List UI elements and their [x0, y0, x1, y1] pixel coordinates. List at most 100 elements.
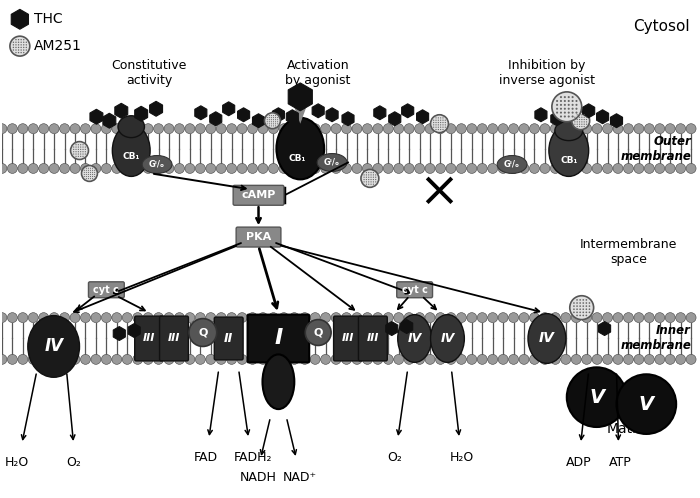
Circle shape [435, 120, 437, 121]
Circle shape [331, 163, 341, 173]
Circle shape [529, 355, 540, 365]
Circle shape [15, 47, 17, 48]
Circle shape [373, 177, 374, 178]
Circle shape [248, 163, 258, 173]
Circle shape [488, 313, 498, 323]
Circle shape [435, 117, 437, 119]
Circle shape [216, 124, 226, 133]
FancyBboxPatch shape [358, 316, 387, 361]
Circle shape [370, 181, 372, 182]
Circle shape [560, 104, 562, 106]
Text: Q: Q [198, 328, 207, 338]
Circle shape [80, 146, 81, 148]
Circle shape [564, 116, 566, 118]
Circle shape [49, 355, 59, 365]
Circle shape [574, 119, 575, 120]
FancyBboxPatch shape [248, 315, 309, 363]
Circle shape [216, 163, 226, 173]
Circle shape [425, 163, 435, 173]
Circle shape [15, 49, 17, 51]
Text: V: V [639, 394, 654, 414]
Circle shape [18, 44, 20, 45]
Circle shape [258, 313, 268, 323]
Circle shape [352, 124, 362, 133]
Circle shape [195, 355, 205, 365]
Circle shape [60, 313, 69, 323]
Circle shape [373, 163, 383, 173]
Circle shape [394, 163, 404, 173]
Circle shape [644, 163, 654, 173]
Text: III: III [367, 334, 379, 344]
Circle shape [164, 313, 174, 323]
Circle shape [586, 117, 587, 118]
Circle shape [76, 149, 77, 150]
Circle shape [644, 124, 654, 133]
Circle shape [440, 124, 441, 125]
Circle shape [568, 116, 570, 118]
Circle shape [248, 124, 258, 133]
Circle shape [153, 355, 164, 365]
Ellipse shape [112, 124, 150, 176]
Circle shape [430, 115, 449, 132]
Circle shape [279, 355, 289, 365]
Circle shape [665, 355, 676, 365]
Circle shape [582, 308, 584, 310]
Circle shape [571, 355, 581, 365]
Circle shape [654, 163, 665, 173]
Circle shape [575, 112, 578, 114]
Circle shape [15, 44, 17, 45]
Circle shape [577, 114, 578, 116]
Circle shape [561, 163, 570, 173]
Circle shape [73, 153, 74, 155]
Circle shape [185, 313, 195, 323]
Circle shape [267, 119, 268, 120]
Circle shape [8, 355, 18, 365]
Circle shape [394, 355, 404, 365]
Circle shape [88, 174, 89, 175]
Circle shape [560, 108, 562, 110]
Circle shape [269, 124, 279, 133]
Circle shape [300, 355, 309, 365]
Circle shape [572, 100, 573, 102]
Circle shape [375, 181, 377, 182]
Circle shape [271, 119, 272, 120]
Circle shape [435, 355, 445, 365]
Circle shape [438, 117, 439, 119]
Circle shape [279, 163, 289, 173]
Circle shape [425, 124, 435, 133]
Ellipse shape [497, 155, 527, 173]
Circle shape [78, 144, 79, 145]
Circle shape [70, 124, 80, 133]
Circle shape [582, 163, 591, 173]
Circle shape [644, 355, 654, 365]
Circle shape [85, 149, 86, 150]
Circle shape [368, 181, 370, 182]
Circle shape [574, 117, 575, 118]
Circle shape [88, 168, 89, 169]
Circle shape [665, 313, 676, 323]
Circle shape [363, 163, 372, 173]
Circle shape [78, 149, 79, 150]
Circle shape [277, 121, 278, 123]
Circle shape [18, 39, 20, 40]
Circle shape [582, 302, 584, 304]
Circle shape [373, 172, 374, 173]
Ellipse shape [430, 315, 464, 363]
Circle shape [92, 168, 93, 169]
Circle shape [164, 163, 174, 173]
Polygon shape [195, 106, 207, 120]
Circle shape [91, 124, 101, 133]
Circle shape [384, 124, 393, 133]
Circle shape [273, 121, 274, 123]
FancyBboxPatch shape [88, 282, 125, 298]
Polygon shape [416, 110, 428, 124]
Circle shape [617, 374, 676, 434]
Circle shape [568, 108, 570, 110]
Polygon shape [90, 109, 103, 124]
Circle shape [273, 119, 274, 120]
Circle shape [206, 124, 216, 133]
Circle shape [368, 177, 370, 178]
Text: FADH₂: FADH₂ [233, 451, 272, 464]
Circle shape [654, 124, 665, 133]
Circle shape [404, 355, 414, 365]
